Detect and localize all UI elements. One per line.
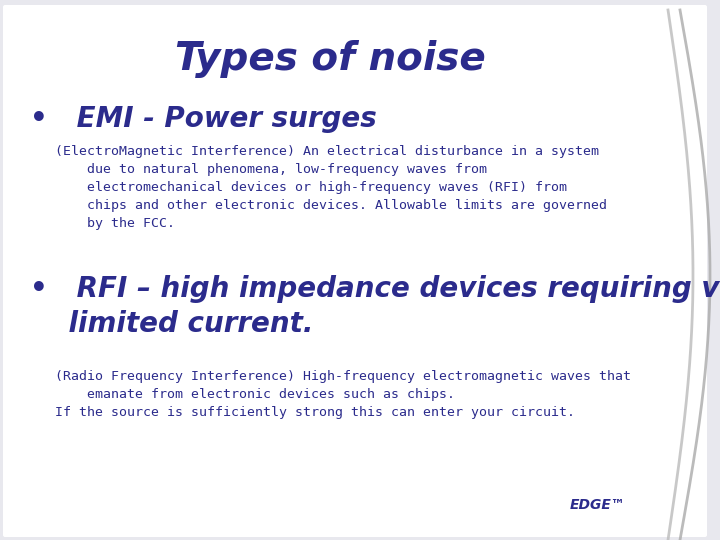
Text: Types of noise: Types of noise (175, 40, 485, 78)
Text: EDGE™: EDGE™ (570, 498, 626, 512)
Text: (Radio Frequency Interference) High-frequency electromagnetic waves that
    ema: (Radio Frequency Interference) High-freq… (55, 370, 631, 419)
Text: •   RFI – high impedance devices requiring very
    limited current.: • RFI – high impedance devices requiring… (30, 275, 720, 338)
Text: (ElectroMagnetic Interference) An electrical disturbance in a system
    due to : (ElectroMagnetic Interference) An electr… (55, 145, 607, 230)
FancyBboxPatch shape (3, 5, 707, 537)
Text: •   EMI - Power surges: • EMI - Power surges (30, 105, 377, 133)
